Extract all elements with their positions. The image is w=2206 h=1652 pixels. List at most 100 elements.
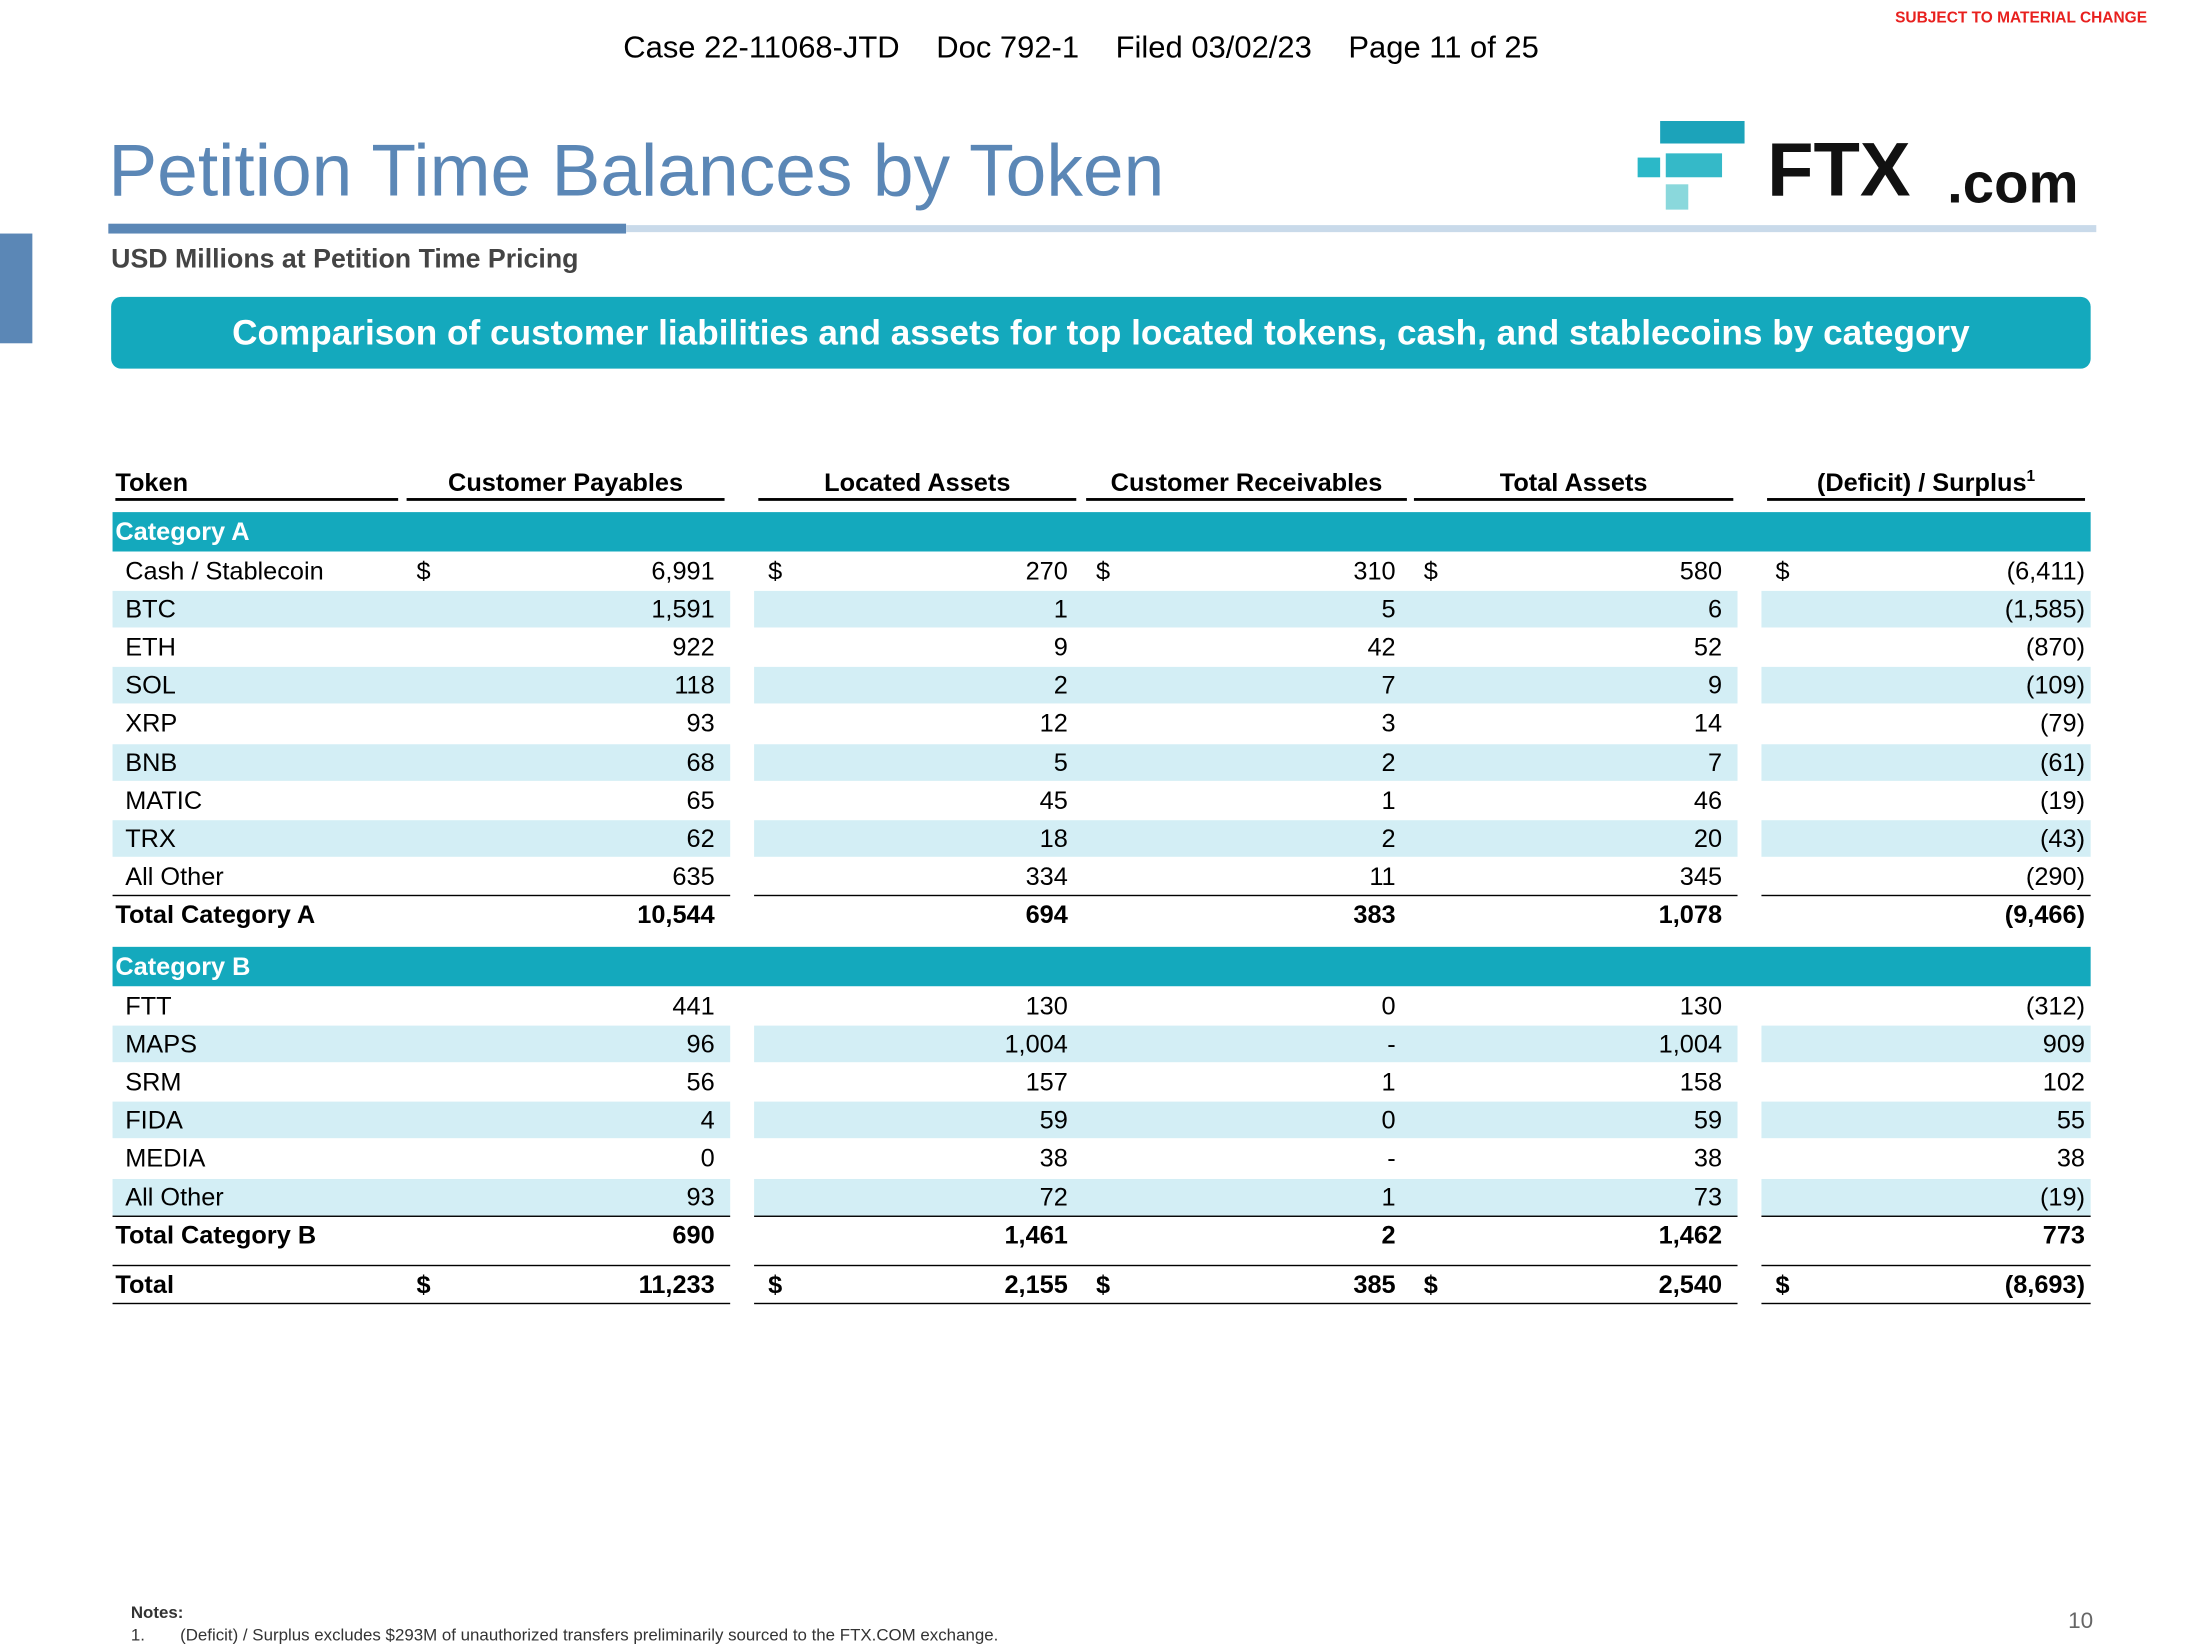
cell-value: 73 <box>1693 1182 1723 1211</box>
cell-value: 694 <box>1025 900 1068 929</box>
column-header: Customer Receivables <box>1086 468 1407 501</box>
cell-value: 72 <box>1039 1182 1068 1211</box>
currency-sign: $ <box>768 1270 783 1299</box>
currency-sign: $ <box>416 557 431 586</box>
cell-value: 383 <box>1353 900 1396 929</box>
grand-total-rule <box>112 1302 731 1305</box>
category-bar <box>112 946 2091 987</box>
row-stripe <box>1761 667 2091 704</box>
cell-value: (8,693) <box>2004 1270 2086 1299</box>
total-label: Total Category A <box>115 900 316 929</box>
token-label: SOL <box>125 671 176 700</box>
cell-value: 7 <box>1707 747 1723 776</box>
cell-value: 690 <box>672 1220 715 1249</box>
cell-value: 441 <box>672 991 715 1021</box>
cell-value: 46 <box>1693 785 1723 815</box>
grand-total-rule <box>1761 1264 2091 1267</box>
total-rule <box>1761 894 2091 897</box>
column-header: Customer Payables <box>406 468 725 501</box>
cell-value: 59 <box>1693 1106 1723 1135</box>
notes-heading: Notes: <box>130 1602 184 1623</box>
cell-value: 7 <box>1381 671 1396 700</box>
cell-value: 4 <box>700 1106 715 1135</box>
total-rule <box>112 1214 731 1217</box>
token-label: Cash / Stablecoin <box>125 557 324 586</box>
cell-value: 52 <box>1693 633 1723 662</box>
cell-value: (870) <box>2025 633 2086 662</box>
cell-value: (6,411) <box>2006 557 2086 586</box>
cell-value: 93 <box>686 1182 715 1211</box>
case-line-item: Page 11 of 25 <box>1348 29 1539 65</box>
cell-value: 0 <box>1381 991 1396 1021</box>
token-label: BTC <box>125 595 176 624</box>
column-header: (Deficit) / Surplus1 <box>1767 468 2086 501</box>
cell-value: (312) <box>2025 991 2086 1021</box>
row-stripe <box>754 1178 1738 1215</box>
row-stripe <box>112 667 731 704</box>
subtitle: USD Millions at Petition Time Pricing <box>111 244 579 275</box>
cell-value: 2,155 <box>1004 1270 1068 1299</box>
row-stripe <box>754 667 1738 704</box>
cell-value: 38 <box>1693 1144 1723 1173</box>
cell-value: 334 <box>1025 862 1068 891</box>
cell-value: 270 <box>1025 557 1068 586</box>
case-line-item: Filed 03/02/23 <box>1115 29 1312 65</box>
cell-value: (109) <box>2025 671 2086 700</box>
cell-value: 11 <box>1369 862 1396 891</box>
grand-total-rule <box>1761 1302 2091 1305</box>
cell-value: 20 <box>1693 824 1723 853</box>
cell-value: 11,233 <box>638 1270 715 1299</box>
side-tab <box>0 233 33 344</box>
row-stripe <box>112 591 731 628</box>
note-text: (Deficit) / Surplus excludes $293M of un… <box>180 1624 999 1645</box>
cell-value: - <box>1387 1144 1396 1173</box>
cell-value: (79) <box>2039 709 2086 738</box>
cell-value: 1 <box>1381 1068 1396 1097</box>
cell-value: 65 <box>686 785 715 815</box>
case-line: Case 22-11068-JTD Doc 792-1 Filed 03/02/23… <box>623 32 1539 63</box>
row-stripe <box>1761 819 2091 857</box>
note-number: 1. <box>130 1624 145 1645</box>
cell-value: 42 <box>1367 633 1396 662</box>
row-stripe <box>112 819 731 857</box>
stamp: SUBJECT TO MATERIAL CHANGE <box>1895 9 2148 27</box>
cell-value: (290) <box>2025 862 2086 891</box>
token-label: BNB <box>125 747 178 776</box>
cell-value: 922 <box>672 633 715 662</box>
column-header: Located Assets <box>758 468 1077 501</box>
row-stripe <box>112 1178 731 1215</box>
cell-value: 1,462 <box>1658 1220 1723 1249</box>
currency-sign: $ <box>1095 557 1111 586</box>
cell-value: 6 <box>1707 595 1723 624</box>
cell-value: 580 <box>1679 557 1723 586</box>
token-label: SRM <box>125 1068 182 1097</box>
cell-value: 1 <box>1381 785 1396 815</box>
cell-value: 12 <box>1039 709 1068 738</box>
cell-value: (9,466) <box>2004 900 2086 929</box>
total-label: Total Category B <box>115 1220 317 1249</box>
row-stripe <box>754 1025 1738 1063</box>
cell-value: 0 <box>1381 1106 1396 1135</box>
cell-value: 18 <box>1039 824 1068 853</box>
column-header: Total Assets <box>1413 468 1734 501</box>
title-rule <box>108 223 627 234</box>
token-label: TRX <box>125 824 176 853</box>
total-rule <box>1761 1214 2091 1217</box>
row-stripe <box>1761 1025 2091 1063</box>
cell-value: 45 <box>1039 785 1068 815</box>
currency-sign: $ <box>1775 1270 1790 1299</box>
row-stripe <box>1761 1178 2091 1215</box>
currency-sign: $ <box>1775 557 1790 586</box>
page-number: 10 <box>2068 1609 2094 1634</box>
cell-value: 9 <box>1707 671 1723 700</box>
cell-value: 130 <box>1025 991 1068 1021</box>
cell-value: 1,004 <box>1004 1029 1068 1059</box>
cell-value: 55 <box>2056 1106 2086 1135</box>
category-bar <box>112 512 2091 552</box>
currency-sign: $ <box>1095 1270 1111 1299</box>
grand-total-rule <box>754 1264 1738 1267</box>
cell-value: 9 <box>1053 633 1068 662</box>
cell-value: 3 <box>1381 709 1396 738</box>
token-label: ETH <box>125 633 176 662</box>
